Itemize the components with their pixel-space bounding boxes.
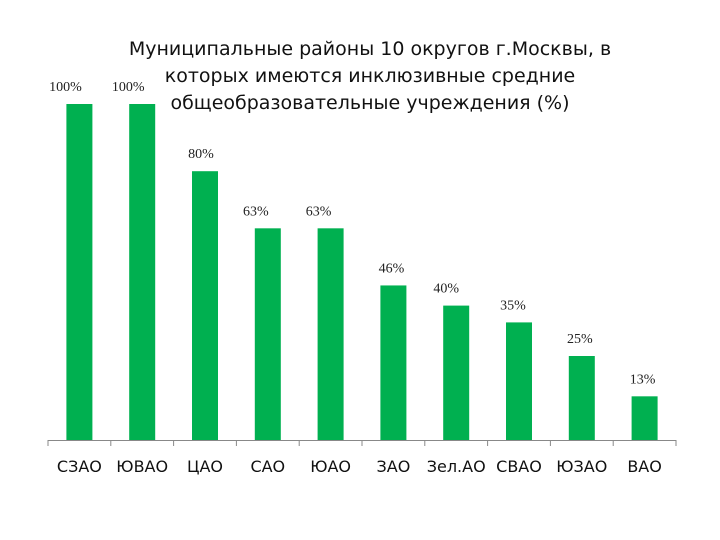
- x-tick-label: ЮАО: [310, 457, 351, 476]
- data-label: 100%: [112, 80, 145, 95]
- data-label: 46%: [379, 261, 405, 276]
- x-tick-labels: СЗАО ЮВАО ЦАО САО ЮАО ЗАО Зел.АО СВАО ЮЗАО ВАО: [57, 457, 662, 476]
- x-axis: [47, 440, 677, 446]
- bar-ЮВАО: [129, 104, 156, 440]
- bar-ЗАО: [380, 285, 407, 440]
- bar-ВАО: [631, 396, 658, 440]
- x-tick-label: ЦАО: [187, 457, 223, 476]
- x-tick-label: СЗАО: [57, 457, 102, 476]
- bar-СВАО: [506, 322, 532, 440]
- chart-title: Муниципальные районы 10 округов г.Москвы…: [128, 38, 612, 114]
- bar-ЮАО: [317, 228, 344, 440]
- data-label: 100%: [49, 80, 82, 95]
- data-label: 40%: [433, 282, 459, 297]
- x-tick-label: ЮЗАО: [556, 457, 607, 476]
- bar-ЮЗАО: [568, 356, 595, 440]
- x-tick-label: ВАО: [627, 457, 662, 476]
- bar-СЗАО: [66, 104, 93, 440]
- bar-ЦАО: [192, 171, 218, 440]
- data-label: 25%: [567, 332, 593, 347]
- data-label: 13%: [630, 372, 656, 387]
- x-tick-label: Зел.АО: [427, 457, 486, 476]
- data-label: 35%: [500, 298, 526, 313]
- data-label: 63%: [306, 204, 332, 219]
- data-labels: 100% 100% 80% 63% 63% 46% 40% 35% 25% 13%: [49, 80, 656, 387]
- x-tick-label: ЮВАО: [116, 457, 168, 476]
- bars: [66, 104, 658, 440]
- bar-Зел.АО: [443, 305, 470, 440]
- x-tick-label: САО: [250, 457, 285, 476]
- bar-САО: [254, 228, 281, 440]
- x-tick-label: ЗАО: [377, 457, 411, 476]
- data-label: 80%: [188, 147, 214, 162]
- x-tick-label: СВАО: [496, 457, 542, 476]
- data-label: 63%: [243, 204, 269, 219]
